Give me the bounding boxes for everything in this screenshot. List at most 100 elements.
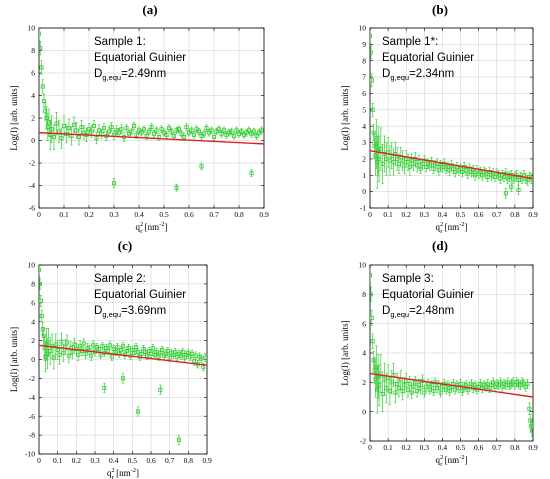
data-point xyxy=(40,79,45,94)
x-tick-label: 0.5 xyxy=(456,443,466,452)
data-point xyxy=(211,133,216,141)
data-point xyxy=(425,379,430,389)
data-marker xyxy=(160,348,165,353)
x-tick-label: 0.9 xyxy=(528,443,538,452)
x-tick-label: 0.6 xyxy=(146,456,156,465)
x-tick-label: 0.5 xyxy=(159,210,169,219)
data-point xyxy=(124,124,129,132)
data-marker xyxy=(174,185,179,190)
data-point xyxy=(249,169,254,177)
x-axis-title-sub: r xyxy=(440,461,443,468)
data-marker xyxy=(224,132,229,137)
x-axis-title-sup: 2 xyxy=(140,221,143,228)
data-point xyxy=(259,126,264,135)
sample-annotation: Sample 1: Equatorial Guinier Dg,equ=2.49nm xyxy=(94,36,186,82)
data-marker xyxy=(112,181,117,186)
data-point xyxy=(51,345,56,370)
data-series xyxy=(370,267,533,437)
x-tick-label: 0.4 xyxy=(109,456,119,465)
data-marker xyxy=(100,344,105,349)
data-marker xyxy=(416,160,421,165)
data-marker xyxy=(371,358,376,363)
y-tick-label: 0 xyxy=(31,136,35,145)
guinier-fit-line xyxy=(39,344,207,366)
y-tick-label: 4 xyxy=(31,91,35,100)
data-marker xyxy=(106,348,111,353)
data-marker xyxy=(169,129,174,134)
data-marker xyxy=(431,389,436,394)
y-tick-label: 10 xyxy=(28,261,36,270)
x-tick-label: 0.9 xyxy=(202,456,212,465)
y-tick-label: -4 xyxy=(29,181,35,190)
x-tick-label: 0.8 xyxy=(510,443,520,452)
data-marker xyxy=(184,125,189,130)
data-marker xyxy=(150,346,155,351)
x-axis-title-main: q xyxy=(107,468,112,478)
x-tick-label: 0.3 xyxy=(420,210,430,219)
data-point xyxy=(59,332,64,351)
y-tick-label: -2 xyxy=(360,437,366,446)
data-point xyxy=(509,181,514,192)
data-point xyxy=(59,127,64,149)
data-marker xyxy=(251,129,256,134)
y-tick-label: -1 xyxy=(360,204,366,213)
data-marker xyxy=(176,437,181,442)
data-point xyxy=(136,126,141,135)
data-marker xyxy=(458,381,463,386)
data-marker xyxy=(370,273,372,278)
x-axis-title-sub: r xyxy=(140,228,143,235)
data-marker xyxy=(39,281,42,286)
data-point xyxy=(134,343,139,352)
data-marker xyxy=(39,298,43,303)
data-marker xyxy=(135,349,140,354)
data-point xyxy=(48,337,53,365)
data-marker xyxy=(193,353,198,358)
annotation-d-sub: g,equ xyxy=(390,73,409,82)
x-axis-title-sup: 2 xyxy=(440,221,443,228)
data-point xyxy=(214,127,219,136)
data-marker xyxy=(231,133,236,138)
x-axis-title-unit-sup: -2 xyxy=(459,454,464,461)
data-point xyxy=(370,102,375,117)
data-marker xyxy=(91,343,96,348)
data-point xyxy=(114,125,119,136)
annotation-d-sub: g,equ xyxy=(102,73,121,82)
data-marker xyxy=(203,355,207,360)
x-tick-label: 0.3 xyxy=(109,210,119,219)
data-point xyxy=(203,353,207,362)
data-point xyxy=(398,147,403,168)
data-point xyxy=(451,379,456,389)
data-point xyxy=(174,126,179,135)
y-tick-label: 8 xyxy=(362,290,366,299)
x-tick-label: 0.5 xyxy=(128,456,138,465)
data-marker xyxy=(124,126,129,131)
annotation-method: Equatorial Guinier xyxy=(94,289,186,301)
data-point xyxy=(184,123,189,131)
data-point xyxy=(131,122,136,130)
data-point xyxy=(129,127,134,136)
data-marker xyxy=(89,353,94,358)
data-marker xyxy=(370,78,374,83)
y-tick-label: 7 xyxy=(362,73,366,82)
y-tick-label: 0 xyxy=(362,407,366,416)
data-point xyxy=(156,133,161,141)
data-marker xyxy=(189,128,194,133)
data-marker xyxy=(164,132,169,137)
x-tick-label: 0.8 xyxy=(234,210,244,219)
data-marker xyxy=(176,127,181,132)
data-marker xyxy=(72,122,77,127)
x-axis-title-main: q xyxy=(435,455,440,465)
y-tick-label: 5 xyxy=(362,105,366,114)
data-marker xyxy=(530,428,533,433)
y-tick-label: 10 xyxy=(359,261,367,270)
x-tick-label: 0.4 xyxy=(134,210,144,219)
y-axis-title: Log(I) [arb. units] xyxy=(9,327,19,392)
annotation-sample: Sample 1: xyxy=(94,36,146,48)
data-series xyxy=(39,265,207,445)
data-point xyxy=(380,376,385,412)
data-marker xyxy=(146,129,151,134)
y-axis-title: Log(I) [arb. units] xyxy=(340,320,350,385)
data-point xyxy=(160,345,165,355)
data-point xyxy=(422,387,427,398)
